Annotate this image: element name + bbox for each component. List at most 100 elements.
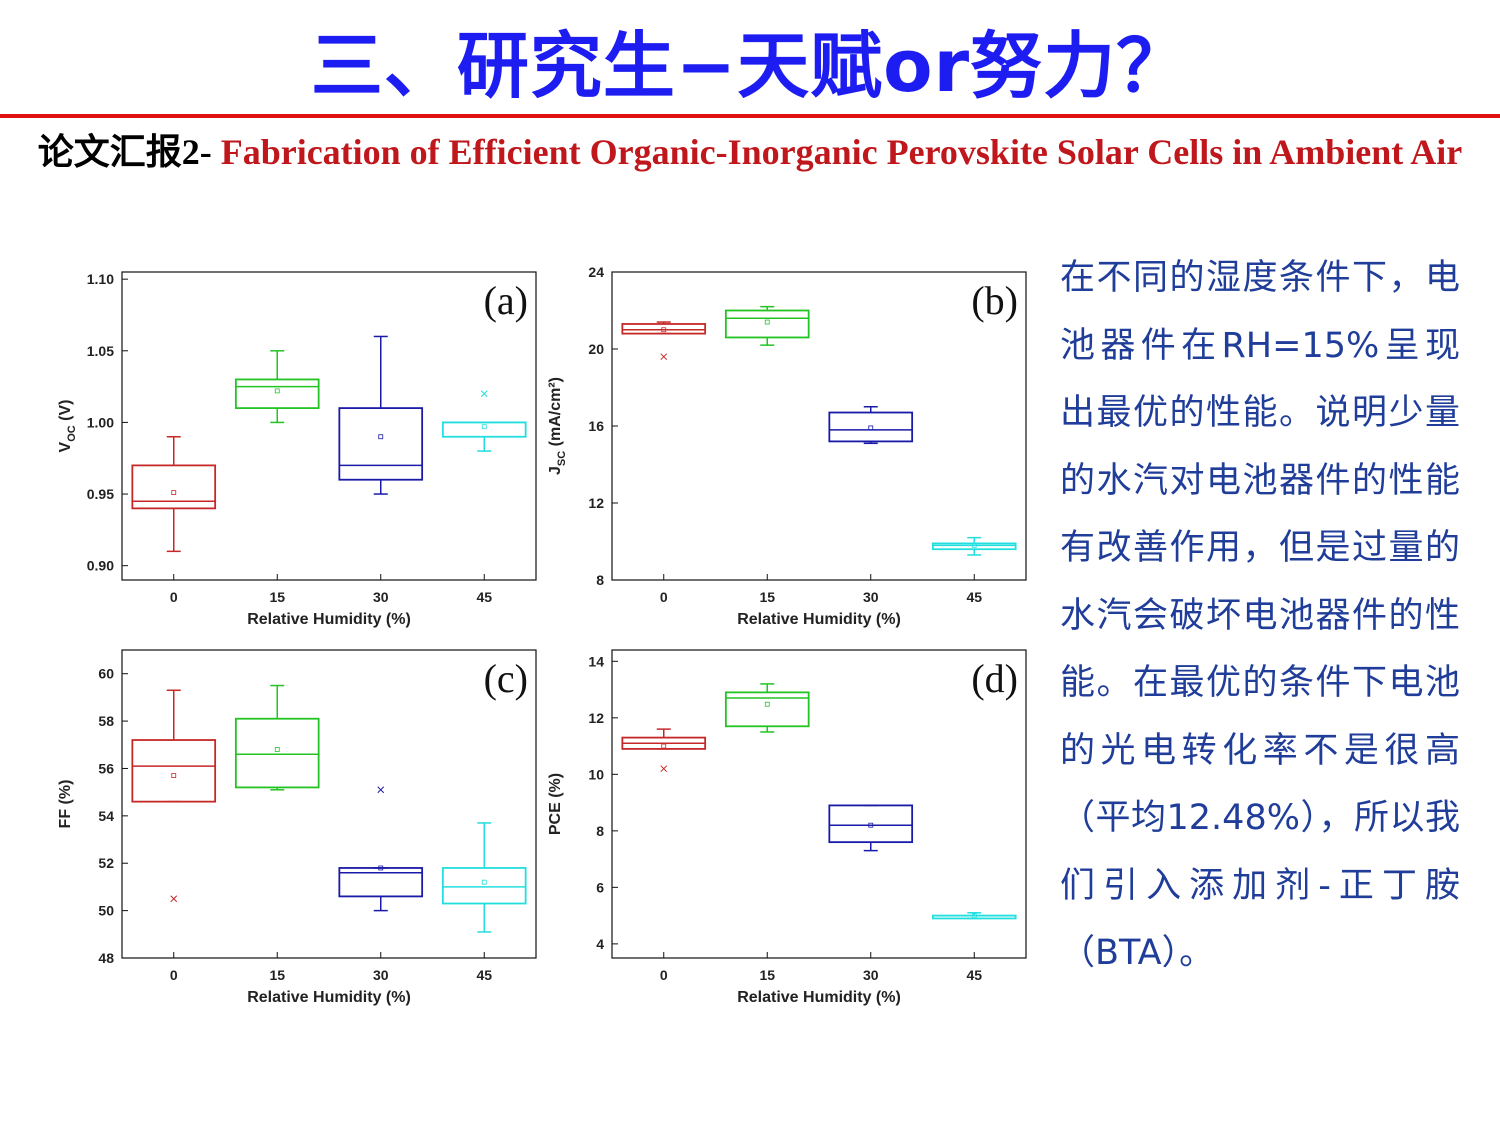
mean-marker [868,822,874,828]
plot-frame [121,271,537,581]
x-axis-label: Relative Humidity (%) [737,989,901,1006]
x-tick-label: 15 [269,967,285,983]
x-tick-label: 30 [863,967,879,983]
y-tick-label: 56 [98,760,114,776]
outlier-marker [170,895,178,903]
mean-marker [764,319,770,325]
chart-svg: 0.90 0.95 1.00 1.05 1.10 0 15 30 45 Relative Humi… [57,271,537,628]
y-tick-label: 8 [596,572,604,588]
paper-title-text: Fabrication of Efficient Organic-Inorgan… [220,132,1463,172]
y-tick-label: 0.95 [87,486,114,502]
panel-label: (c) [484,656,528,701]
box-iqr [338,867,424,898]
mean-marker [274,388,280,394]
mean-marker [971,542,977,548]
y-tick-label: 10 [588,766,604,782]
mean-marker [378,434,384,440]
y-tick-label: 52 [98,855,114,871]
plot-frame [611,649,1027,959]
box-45 [931,912,1017,920]
box-iqr [338,407,424,481]
y-tick-label: 12 [588,710,604,726]
y-axis-label: VOC (V) [57,400,78,453]
y-tick-label: 60 [98,666,114,682]
x-tick-label: 45 [966,967,982,983]
slide-title: 三、研究生−天赋or努力？ [310,24,1190,108]
chart-svg: 48 50 52 54 56 58 60 0 15 30 45 Relative Humidity (… [57,649,537,1006]
x-tick-label: 45 [966,589,982,605]
x-tick-label: 0 [660,589,668,605]
box-iqr [931,542,1017,551]
y-tick-label: 0.90 [87,558,114,574]
y-tick-label: 58 [98,713,114,729]
chart-jsc: 8 12 16 20 24 0 15 30 45 Relative Humidity (%) JSC… [540,262,1030,637]
box-iqr [131,464,217,510]
mean-marker [661,743,667,749]
box-0 [621,728,707,773]
box-iqr [828,804,914,844]
x-tick-label: 15 [759,967,775,983]
box-15 [724,683,810,733]
y-axis-label: PCE (%) [547,773,564,835]
box-iqr [724,309,810,339]
y-tick-label: 50 [98,903,114,919]
y-tick-label: 14 [588,653,604,669]
x-tick-label: 15 [759,589,775,605]
x-tick-label: 15 [269,589,285,605]
box-30 [338,786,424,912]
y-tick-label: 48 [98,950,114,966]
plot-frame [611,271,1027,581]
panel-label: (d) [971,656,1018,701]
x-tick-label: 0 [170,589,178,605]
chart-voc: 0.90 0.95 1.00 1.05 1.10 0 15 30 45 Relative Humi… [50,262,540,637]
x-axis-label: Relative Humidity (%) [737,611,901,628]
panel-label: (a) [484,278,528,323]
outlier-marker [660,765,668,773]
box-0 [621,321,707,361]
chart-svg: 4 6 8 10 12 14 0 15 30 45 Relative Humidity (%) PCE… [547,649,1027,1006]
mean-marker [764,701,770,707]
paper-title: 论文汇报2- Fabrication of Efficient Organic-… [30,128,1470,176]
y-tick-label: 6 [596,879,604,895]
y-tick-label: 4 [596,936,604,952]
box-15 [724,305,810,346]
box-30 [828,406,914,445]
summary-text: 在不同的湿度条件下，电池器件在RH=15%呈现出最优的性能。说明少量的水汽对电池… [1060,258,1460,973]
box-15 [234,350,320,424]
box-iqr [828,411,914,443]
x-axis-label: Relative Humidity (%) [247,611,411,628]
y-tick-label: 54 [98,808,114,824]
y-tick-label: 1.05 [87,343,114,359]
y-axis-label: FF (%) [57,780,74,829]
mean-marker [171,773,177,778]
x-tick-label: 0 [170,967,178,983]
y-tick-label: 12 [588,495,604,511]
y-tick-label: 1.00 [87,414,114,430]
outlier-marker [377,786,385,794]
x-tick-label: 30 [373,589,389,605]
mean-marker [971,913,977,919]
box-15 [234,684,320,791]
mean-marker [661,327,667,333]
y-tick-label: 8 [596,823,604,839]
x-tick-label: 45 [476,589,492,605]
mean-marker [481,879,487,885]
mean-marker [171,490,177,496]
y-tick-label: 24 [588,264,604,280]
mean-marker [868,425,874,431]
box-iqr [234,717,320,789]
box-iqr [131,739,217,803]
mean-marker [378,865,384,871]
panel-label: (b) [971,278,1018,323]
box-iqr [234,378,320,409]
x-tick-label: 30 [373,967,389,983]
y-tick-label: 20 [588,341,604,357]
box-30 [828,804,914,852]
x-tick-label: 0 [660,967,668,983]
box-0 [131,435,217,553]
x-tick-label: 30 [863,589,879,605]
box-30 [338,335,424,495]
y-axis-label: JSC (mA/cm²) [547,377,568,475]
box-45 [441,822,527,933]
x-axis-label: Relative Humidity (%) [247,989,411,1006]
